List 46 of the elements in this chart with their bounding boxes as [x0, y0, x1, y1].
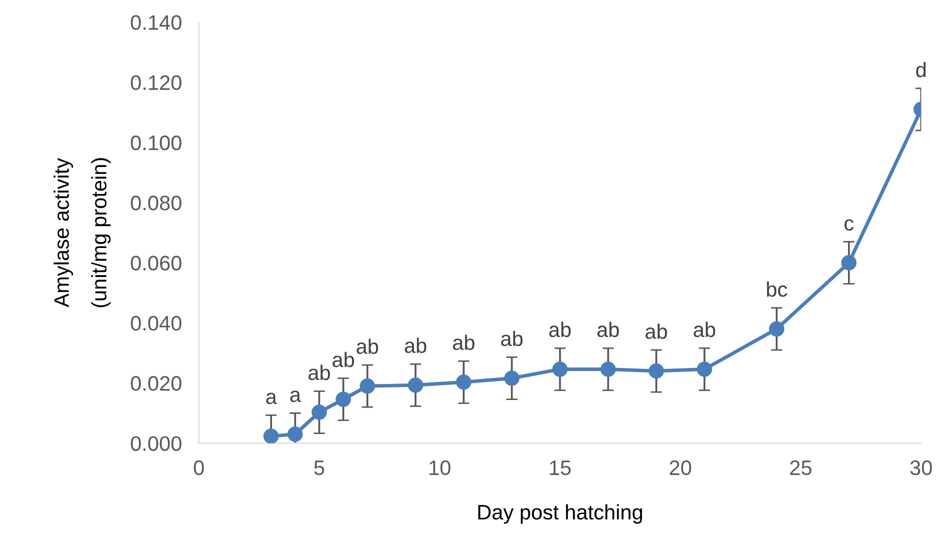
y-tick-label: 0.040	[130, 316, 182, 331]
point	[552, 362, 568, 377]
y-tick-label: 0.000	[130, 436, 182, 451]
point	[648, 363, 664, 379]
annotation: ab	[452, 334, 474, 350]
annotation: d	[916, 62, 926, 78]
x-tick-label: 5	[314, 460, 324, 476]
y-tick-label: 0.060	[130, 256, 182, 271]
point	[312, 404, 327, 420]
y-tick-label: 0.120	[130, 75, 182, 90]
point	[456, 374, 472, 390]
annotation: bc	[767, 282, 788, 297]
x-axis-title: Day post hatching	[478, 504, 642, 524]
point	[263, 428, 279, 444]
x-tick-label: 30	[910, 460, 932, 476]
point	[336, 392, 351, 407]
annotation: ab	[356, 338, 378, 354]
x-tick-label: 20	[670, 460, 692, 476]
y-tick-label: 0.080	[130, 196, 182, 210]
annotation: ab	[694, 322, 716, 338]
y-tick-label: 0.140	[130, 15, 182, 30]
y-axis-title: Amylase activity (unit/mg protein)	[54, 158, 111, 308]
annotation: ab	[332, 352, 354, 368]
annotation: ab	[597, 322, 619, 338]
point	[841, 255, 857, 270]
annotation: ab	[549, 322, 571, 338]
annotation: ab	[404, 338, 426, 354]
annotation: a	[266, 392, 277, 404]
annotation: ab	[646, 324, 667, 339]
annotation: a	[290, 390, 301, 402]
point	[288, 426, 303, 442]
y-tick-label: 0.020	[130, 376, 182, 391]
point	[408, 378, 424, 393]
x-tick-label: 10	[430, 460, 450, 476]
point	[769, 321, 784, 337]
x-tick-label: 25	[790, 460, 812, 476]
x-tick-label: 15	[550, 460, 571, 476]
point	[360, 378, 376, 394]
annotation: ab	[308, 364, 330, 380]
point	[600, 362, 616, 377]
annotation: c	[844, 219, 854, 231]
point	[504, 370, 520, 386]
annotation: ab	[501, 330, 523, 346]
point	[696, 362, 712, 377]
y-tick-label: 0.100	[130, 135, 182, 150]
x-tick-label: 0	[194, 460, 204, 476]
